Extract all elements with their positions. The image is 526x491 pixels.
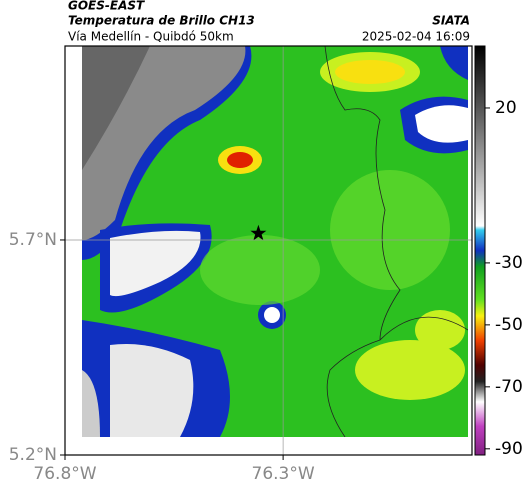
axes: 76.8°W 76.3°W 5.7°N 5.2°N [9, 46, 472, 484]
y-tick-label: 5.2°N [9, 445, 57, 465]
title: Temperatura de Brillo CH13 [68, 14, 255, 28]
source: GOES-EAST [68, 0, 145, 13]
colorbar [474, 45, 486, 456]
satellite-image [82, 46, 468, 437]
colorbar-tick-label: -90 [495, 439, 523, 459]
datetime: 2025-02-04 16:09 [362, 30, 470, 44]
x-tick-label: 76.8°W [33, 464, 96, 484]
y-tick-label: 5.7°N [9, 230, 57, 250]
subtitle: Vía Medellín - Quibdó 50km [68, 30, 234, 44]
city-marker [250, 224, 267, 241]
colorbar-tick-label: -50 [495, 315, 523, 335]
map-frame [64, 45, 473, 456]
org: SIATA [432, 14, 470, 28]
colorbar-tick-label: -70 [495, 377, 523, 397]
colorbar-tick-label: 20 [495, 98, 517, 118]
colorbar-tick-label: -30 [495, 253, 523, 273]
x-tick-label: 76.3°W [252, 464, 315, 484]
